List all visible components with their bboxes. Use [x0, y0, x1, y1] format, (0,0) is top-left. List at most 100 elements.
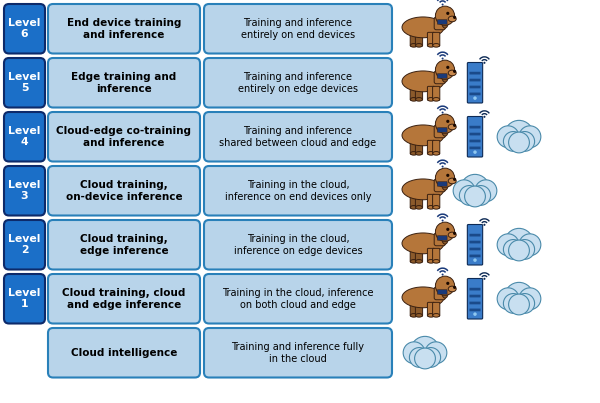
Circle shape	[442, 58, 443, 60]
Circle shape	[442, 220, 443, 222]
Circle shape	[473, 312, 477, 316]
FancyBboxPatch shape	[4, 166, 45, 216]
FancyBboxPatch shape	[415, 302, 422, 316]
Ellipse shape	[402, 233, 444, 254]
Circle shape	[519, 126, 541, 147]
Circle shape	[446, 120, 449, 123]
FancyBboxPatch shape	[469, 247, 481, 250]
Circle shape	[446, 174, 449, 177]
Circle shape	[425, 342, 447, 364]
Ellipse shape	[402, 179, 444, 200]
Circle shape	[453, 178, 456, 181]
Ellipse shape	[416, 44, 422, 47]
Ellipse shape	[428, 98, 434, 101]
Circle shape	[509, 294, 529, 315]
Ellipse shape	[402, 71, 444, 92]
FancyBboxPatch shape	[427, 32, 434, 46]
Circle shape	[461, 174, 490, 203]
FancyBboxPatch shape	[48, 274, 200, 324]
FancyBboxPatch shape	[434, 125, 445, 138]
Circle shape	[436, 60, 455, 79]
FancyBboxPatch shape	[427, 86, 434, 100]
FancyBboxPatch shape	[410, 302, 418, 316]
Ellipse shape	[410, 260, 417, 263]
FancyBboxPatch shape	[467, 62, 482, 103]
Text: Training and inference
entirely on end devices: Training and inference entirely on end d…	[241, 18, 355, 39]
Circle shape	[509, 240, 529, 261]
FancyBboxPatch shape	[434, 179, 445, 192]
Circle shape	[446, 228, 449, 231]
FancyBboxPatch shape	[4, 4, 45, 54]
FancyBboxPatch shape	[437, 182, 447, 186]
Circle shape	[503, 293, 523, 313]
Ellipse shape	[428, 314, 434, 317]
FancyBboxPatch shape	[410, 32, 418, 46]
FancyBboxPatch shape	[469, 147, 481, 149]
Ellipse shape	[442, 16, 448, 28]
Circle shape	[415, 348, 436, 369]
FancyBboxPatch shape	[48, 112, 200, 162]
Ellipse shape	[428, 260, 434, 263]
Circle shape	[442, 4, 443, 6]
Circle shape	[515, 131, 535, 151]
FancyBboxPatch shape	[415, 32, 422, 46]
FancyBboxPatch shape	[415, 86, 422, 100]
Circle shape	[497, 126, 519, 147]
Circle shape	[503, 239, 523, 259]
Text: Training in the cloud,
inference on edge devices: Training in the cloud, inference on edge…	[233, 234, 362, 256]
Ellipse shape	[448, 124, 456, 130]
FancyBboxPatch shape	[204, 220, 392, 270]
Ellipse shape	[428, 152, 434, 155]
FancyBboxPatch shape	[410, 248, 418, 262]
Circle shape	[473, 258, 477, 262]
Circle shape	[403, 342, 425, 364]
Circle shape	[410, 337, 439, 365]
Ellipse shape	[410, 206, 417, 209]
Ellipse shape	[442, 124, 448, 136]
FancyBboxPatch shape	[204, 112, 392, 162]
Ellipse shape	[442, 70, 448, 82]
Ellipse shape	[416, 206, 422, 209]
Circle shape	[446, 282, 449, 285]
Circle shape	[473, 150, 477, 154]
Circle shape	[484, 224, 485, 226]
FancyBboxPatch shape	[469, 241, 481, 243]
Circle shape	[436, 168, 455, 187]
Ellipse shape	[402, 17, 444, 38]
Ellipse shape	[433, 206, 440, 209]
Circle shape	[497, 234, 519, 256]
FancyBboxPatch shape	[48, 166, 200, 216]
Circle shape	[453, 16, 456, 19]
Circle shape	[436, 276, 455, 295]
Circle shape	[453, 180, 475, 202]
Circle shape	[475, 180, 497, 202]
Circle shape	[505, 283, 533, 311]
FancyBboxPatch shape	[415, 248, 422, 262]
FancyBboxPatch shape	[415, 140, 422, 154]
Ellipse shape	[442, 178, 448, 190]
FancyBboxPatch shape	[469, 288, 481, 291]
Text: Training and inference fully
in the cloud: Training and inference fully in the clou…	[232, 342, 365, 364]
FancyBboxPatch shape	[48, 220, 200, 270]
Text: Edge training and
inference: Edge training and inference	[71, 72, 176, 93]
Circle shape	[453, 70, 456, 73]
FancyBboxPatch shape	[410, 140, 418, 154]
FancyBboxPatch shape	[469, 234, 481, 237]
FancyBboxPatch shape	[469, 255, 481, 257]
Ellipse shape	[410, 44, 417, 47]
FancyBboxPatch shape	[433, 86, 440, 100]
Ellipse shape	[448, 16, 456, 22]
FancyBboxPatch shape	[434, 17, 445, 30]
FancyBboxPatch shape	[467, 278, 482, 319]
FancyBboxPatch shape	[434, 287, 445, 300]
Circle shape	[436, 222, 455, 241]
Circle shape	[442, 166, 443, 168]
Circle shape	[471, 185, 491, 205]
Ellipse shape	[433, 260, 440, 263]
Ellipse shape	[442, 286, 448, 298]
Circle shape	[473, 96, 477, 100]
FancyBboxPatch shape	[433, 140, 440, 154]
FancyBboxPatch shape	[433, 194, 440, 208]
Text: Level
3: Level 3	[8, 181, 41, 201]
Ellipse shape	[433, 44, 440, 47]
